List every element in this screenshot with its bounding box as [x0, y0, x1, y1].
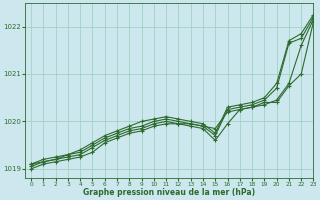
X-axis label: Graphe pression niveau de la mer (hPa): Graphe pression niveau de la mer (hPa) [83, 188, 255, 197]
